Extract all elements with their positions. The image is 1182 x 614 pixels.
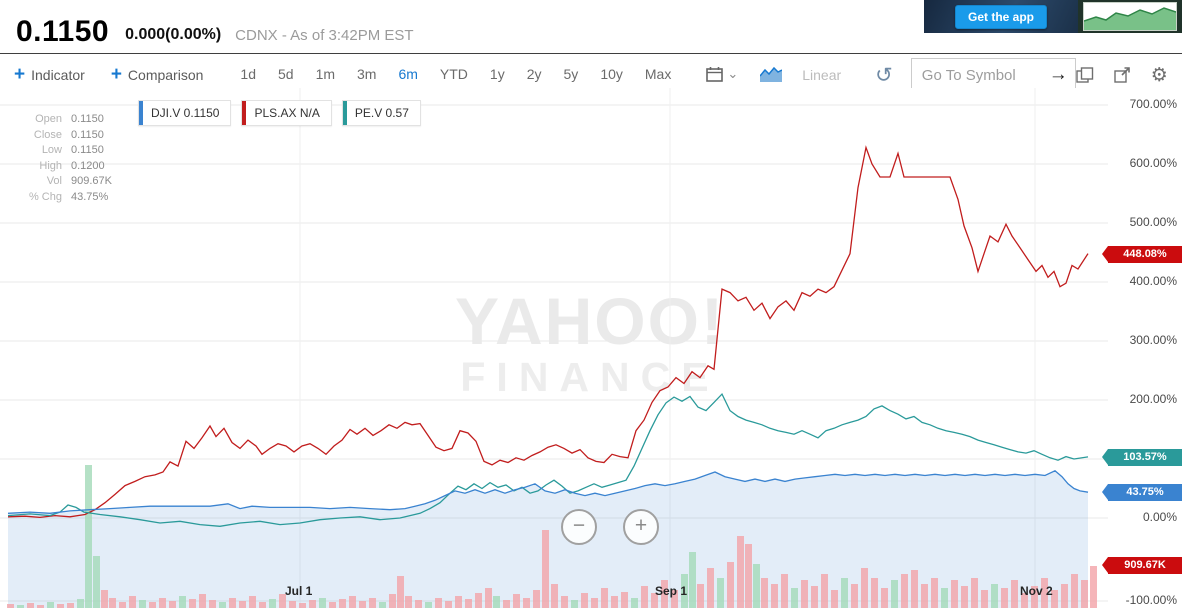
plus-icon: +	[110, 64, 122, 85]
add-comparison-button[interactable]: + Comparison	[111, 54, 204, 96]
y-axis-label: 500.00%	[1129, 215, 1177, 229]
watermark: YAHOO! FINANCE	[428, 284, 752, 402]
y-axis-label: 200.00%	[1129, 392, 1177, 406]
range-1d[interactable]: 1d	[240, 65, 256, 82]
zoom-out-button[interactable]: −	[561, 509, 597, 545]
y-axis-label: 700.00%	[1129, 97, 1177, 111]
y-axis-label: 400.00%	[1129, 274, 1177, 288]
range-1y[interactable]: 1y	[489, 65, 505, 82]
quote-details-panel: Open 0.1150 Close 0.1150 Low 0.1150 High 0.1200…	[18, 112, 112, 205]
legend-color-bar	[139, 101, 143, 125]
y-axis-label: 300.00%	[1129, 333, 1177, 347]
plus-icon: +	[14, 64, 26, 85]
settings-gear-icon[interactable]: ⚙	[1150, 64, 1168, 86]
y-axis-label: 0.00%	[1142, 510, 1177, 524]
legend-color-bar	[242, 101, 247, 125]
watermark-finance: FINANCE	[460, 354, 720, 400]
chart-area: YAHOO! FINANCE DJI.V 0.1150 PLS.AX N/A PE.…	[0, 88, 1182, 608]
app-promo-image: Get the app	[924, 0, 1078, 33]
app-promo-thumbnail	[1078, 0, 1182, 33]
watermark-yahoo: YAHOO!	[455, 284, 725, 358]
calendar-icon	[706, 66, 724, 82]
comparison-label: Comparison	[127, 67, 204, 83]
last-value-badge: 909.67K	[1102, 557, 1182, 574]
compare-windows-icon[interactable]	[1076, 67, 1094, 83]
quote-row: Vol 909.67K	[46, 175, 112, 187]
last-value-badge: 43.75%	[1102, 484, 1182, 501]
get-the-app-button[interactable]: Get the app	[954, 4, 1047, 29]
app-promo-banner[interactable]: Get the app	[924, 0, 1182, 33]
legend-chip-PE.V[interactable]: PE.V 0.57	[341, 100, 421, 126]
range-3m[interactable]: 3m	[357, 65, 377, 82]
legend-chip-DJI.V[interactable]: DJI.V 0.1150	[138, 100, 232, 126]
quote-row: High 0.1200	[39, 159, 105, 172]
quote-row: Open 0.1150	[35, 113, 104, 125]
last-price: 0.1150	[16, 15, 110, 48]
quote-row: Low 0.1150	[41, 144, 104, 156]
range-5d[interactable]: 5d	[277, 65, 294, 82]
price-change: 0.000(0.00%)	[125, 26, 222, 43]
export-share-icon[interactable]	[1114, 67, 1131, 83]
refresh-icon[interactable]: ↺	[875, 63, 893, 87]
go-to-symbol-submit[interactable]: →	[1048, 64, 1068, 85]
exchange-timestamp: CDNX - As of 3:42PM EST	[235, 27, 414, 44]
quote-header: 0.1150 0.000(0.00%) CDNX - As of 3:42PM …	[0, 0, 1182, 54]
y-axis-label: 600.00%	[1129, 156, 1177, 170]
y-axis-label: -100.00%	[1125, 593, 1177, 607]
legend-chip-label: PLS.AX N/A	[254, 106, 320, 120]
add-indicator-button[interactable]: + Indicator	[14, 54, 85, 96]
range-1m[interactable]: 1m	[315, 65, 336, 82]
last-value-badge: 103.57%	[1102, 449, 1182, 466]
range-2y[interactable]: 2y	[526, 65, 542, 82]
promo-mini-chart	[1083, 2, 1177, 31]
quote-row: % Chg 43.75%	[28, 190, 109, 203]
indicator-label: Indicator	[31, 67, 85, 83]
go-to-symbol-box: →	[910, 58, 1076, 92]
legend-color-bar	[342, 101, 347, 125]
mountain-chart-icon	[760, 66, 783, 82]
legend-chip-label: PE.V 0.57	[354, 106, 409, 120]
plot-canvas[interactable]	[0, 88, 1108, 608]
x-axis-label: Jul 1	[285, 584, 313, 598]
range-10y[interactable]: 10y	[600, 65, 623, 82]
chevron-down-icon: ⌄	[727, 65, 739, 81]
x-axis-label: Sep 1	[655, 584, 688, 598]
quote-row: Close 0.1150	[33, 128, 104, 141]
date-range-picker[interactable]: ⌄	[700, 54, 744, 96]
range-YTD[interactable]: YTD	[439, 65, 468, 82]
legend-chip-label: DJI.V 0.1150	[151, 106, 220, 120]
last-value-badge: 448.08%	[1102, 246, 1182, 263]
legend-chip-PLS.AX[interactable]: PLS.AX N/A	[241, 100, 332, 126]
x-axis-label: Nov 2	[1020, 584, 1053, 598]
series-legend: DJI.V 0.1150 PLS.AX N/A PE.V 0.57	[138, 100, 421, 126]
go-to-symbol-input[interactable]	[911, 59, 1042, 91]
zoom-in-button[interactable]: +	[623, 509, 659, 545]
scale-selector[interactable]: Linear	[802, 67, 842, 83]
toolbar-right-icons: ⚙	[1076, 54, 1176, 96]
range-5y[interactable]: 5y	[563, 65, 579, 82]
range-Max[interactable]: Max	[644, 65, 672, 82]
